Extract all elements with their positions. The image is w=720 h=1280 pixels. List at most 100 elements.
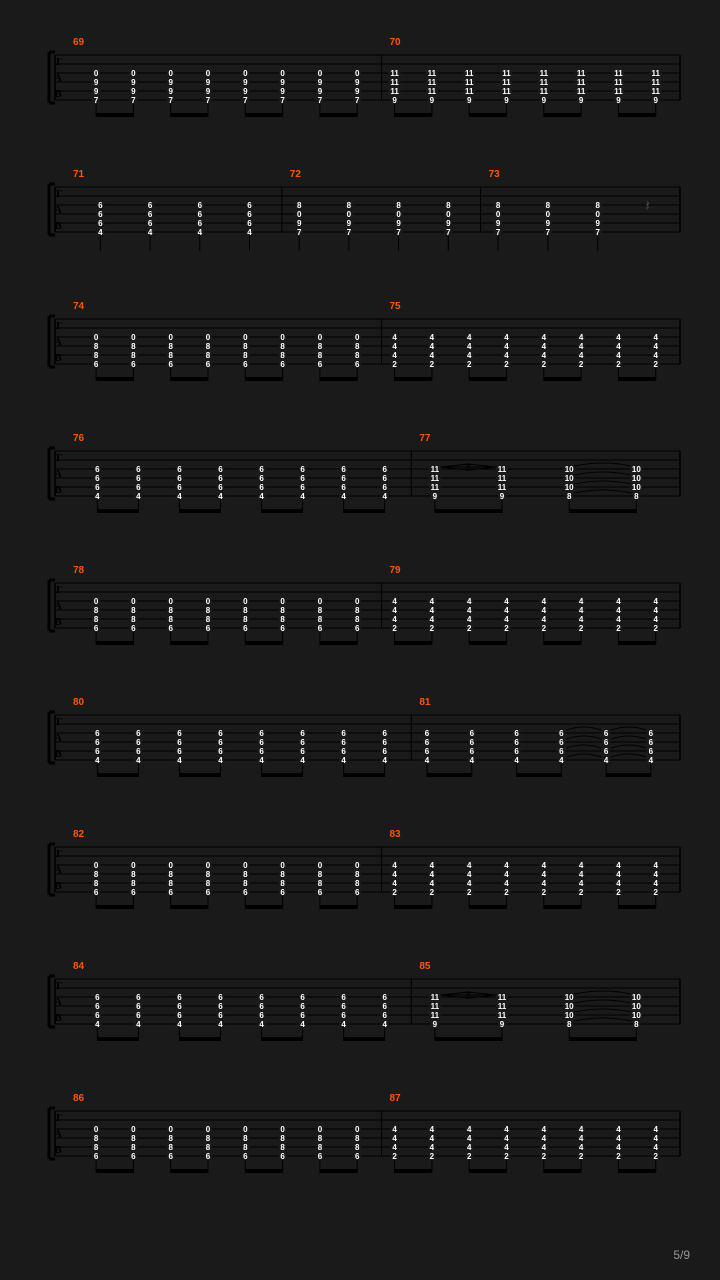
svg-text:6: 6 (136, 1011, 141, 1020)
svg-text:9: 9 (318, 78, 323, 87)
svg-text:6: 6 (168, 888, 173, 897)
svg-text:4: 4 (579, 351, 584, 360)
svg-text:7: 7 (168, 96, 173, 105)
svg-text:A: A (54, 336, 62, 348)
svg-text:8: 8 (168, 870, 173, 879)
svg-text:6: 6 (341, 1002, 346, 1011)
svg-text:4: 4 (579, 615, 584, 624)
svg-text:8: 8 (318, 1143, 323, 1152)
svg-text:9: 9 (504, 96, 509, 105)
svg-text:9: 9 (430, 96, 435, 105)
svg-text:9: 9 (500, 492, 505, 501)
svg-text:74: 74 (73, 301, 85, 312)
svg-text:8: 8 (131, 1143, 136, 1152)
svg-text:2: 2 (579, 1152, 584, 1161)
svg-text:2: 2 (616, 360, 621, 369)
svg-text:9: 9 (616, 96, 621, 105)
svg-text:0: 0 (596, 210, 601, 219)
svg-text:6: 6 (131, 360, 136, 369)
svg-text:8: 8 (396, 201, 401, 210)
svg-text:6: 6 (341, 465, 346, 474)
svg-text:4: 4 (95, 492, 100, 501)
svg-text:8: 8 (280, 870, 285, 879)
svg-text:0: 0 (297, 210, 302, 219)
svg-text:11: 11 (428, 87, 437, 96)
svg-text:4: 4 (148, 228, 153, 237)
svg-text:6: 6 (177, 1011, 182, 1020)
svg-text:4: 4 (430, 351, 435, 360)
svg-text:11: 11 (614, 69, 623, 78)
svg-text:0: 0 (446, 210, 451, 219)
svg-text:6: 6 (300, 483, 305, 492)
svg-text:11: 11 (652, 78, 661, 87)
svg-text:80: 80 (73, 697, 85, 708)
svg-text:8: 8 (280, 342, 285, 351)
svg-text:4: 4 (504, 1134, 509, 1143)
svg-text:6: 6 (259, 474, 264, 483)
svg-text:8: 8 (355, 615, 360, 624)
svg-text:8: 8 (94, 342, 99, 351)
svg-text:6: 6 (177, 1002, 182, 1011)
svg-text:78: 78 (73, 565, 85, 576)
svg-text:4: 4 (579, 861, 584, 870)
svg-text:79: 79 (390, 565, 402, 576)
svg-text:6: 6 (94, 888, 99, 897)
svg-text:7: 7 (347, 228, 352, 237)
svg-text:0: 0 (168, 69, 173, 78)
svg-text:4: 4 (604, 756, 609, 765)
svg-text:6: 6 (94, 1152, 99, 1161)
svg-text:4: 4 (579, 1134, 584, 1143)
svg-text:4: 4 (177, 492, 182, 501)
svg-text:6: 6 (300, 747, 305, 756)
svg-text:4: 4 (654, 333, 659, 342)
svg-text:8: 8 (318, 342, 323, 351)
svg-text:T: T (54, 584, 62, 596)
svg-text:6: 6 (470, 729, 475, 738)
svg-text:4: 4 (542, 351, 547, 360)
svg-text:0: 0 (206, 1125, 211, 1134)
svg-text:6: 6 (198, 219, 203, 228)
svg-text:7: 7 (318, 96, 323, 105)
svg-text:11: 11 (502, 78, 511, 87)
svg-text:6: 6 (206, 1152, 211, 1161)
svg-text:11: 11 (652, 69, 661, 78)
svg-text:6: 6 (559, 738, 564, 747)
svg-text:4: 4 (300, 1020, 305, 1029)
svg-text:2: 2 (504, 888, 509, 897)
svg-text:0: 0 (131, 1125, 136, 1134)
svg-text:A: A (54, 1128, 62, 1140)
svg-text:10: 10 (565, 993, 574, 1002)
svg-text:8: 8 (280, 606, 285, 615)
svg-text:4: 4 (654, 597, 659, 606)
svg-text:8: 8 (94, 870, 99, 879)
svg-text:A: A (54, 72, 62, 84)
svg-text:4: 4 (430, 342, 435, 351)
svg-text:2: 2 (392, 624, 397, 633)
svg-text:4: 4 (542, 333, 547, 342)
svg-text:6: 6 (514, 729, 519, 738)
svg-text:11: 11 (652, 87, 661, 96)
svg-text:6: 6 (95, 474, 100, 483)
svg-text:6: 6 (470, 738, 475, 747)
svg-text:82: 82 (73, 829, 85, 840)
svg-text:9: 9 (280, 87, 285, 96)
svg-text:8: 8 (355, 879, 360, 888)
svg-text:4: 4 (430, 333, 435, 342)
svg-text:11: 11 (431, 465, 440, 474)
svg-text:4: 4 (218, 756, 223, 765)
svg-text:6: 6 (300, 1002, 305, 1011)
svg-text:0: 0 (243, 1125, 248, 1134)
svg-text:6: 6 (136, 483, 141, 492)
svg-text:6: 6 (168, 360, 173, 369)
svg-text:2: 2 (430, 888, 435, 897)
svg-text:2: 2 (392, 1152, 397, 1161)
svg-text:8: 8 (206, 870, 211, 879)
svg-text:8: 8 (206, 879, 211, 888)
svg-text:6: 6 (247, 210, 252, 219)
svg-text:8: 8 (206, 606, 211, 615)
svg-text:0: 0 (243, 861, 248, 870)
svg-text:2: 2 (467, 360, 472, 369)
svg-text:9: 9 (243, 78, 248, 87)
svg-text:9: 9 (206, 78, 211, 87)
svg-text:4: 4 (467, 1143, 472, 1152)
